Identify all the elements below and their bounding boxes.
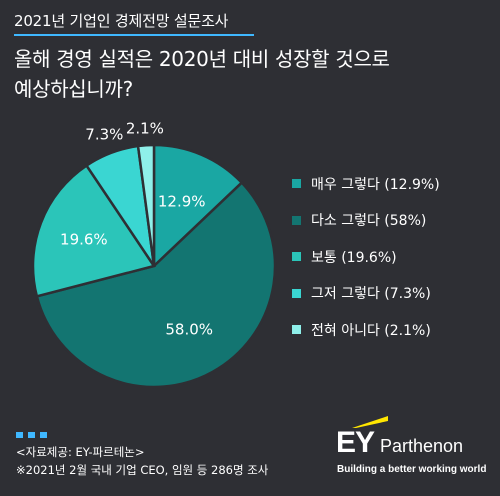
legend-item: 다소 그렇다 (58%) bbox=[292, 207, 492, 234]
legend-swatch bbox=[292, 288, 301, 298]
slice-value-label: 7.3% bbox=[85, 126, 123, 144]
legend-label: 다소 그렇다 (58%) bbox=[311, 213, 427, 229]
pie-slice bbox=[136, 143, 156, 267]
legend-swatch bbox=[292, 252, 301, 261]
legend-item: 전혀 아니다 (2.1%) bbox=[292, 316, 492, 343]
logo-tagline: Building a better working world bbox=[337, 464, 487, 475]
footer-dots bbox=[16, 432, 47, 438]
slice-value-label: 12.9% bbox=[158, 193, 206, 211]
survey-note: ※2021년 2월 국내 기업 CEO, 임원 등 286명 조사 bbox=[16, 463, 269, 477]
legend-label: 매우 그렇다 (12.9%) bbox=[311, 176, 440, 193]
legend-label: 보통 (19.6%) bbox=[311, 249, 397, 266]
legend-swatch bbox=[292, 325, 301, 334]
chart-legend: 매우 그렇다 (12.9%) 다소 그렇다 (58%) 보통 (19.6%) 그… bbox=[292, 170, 492, 353]
logo-mark: EY bbox=[336, 426, 375, 459]
legend-item: 보통 (19.6%) bbox=[292, 243, 492, 270]
legend-swatch bbox=[292, 179, 301, 188]
source-credit: <자료제공: EY-파르테논> bbox=[16, 445, 145, 459]
legend-item: 그저 그렇다 (7.3%) bbox=[292, 280, 492, 307]
slice-value-label: 2.1% bbox=[126, 119, 164, 137]
pie-slice bbox=[31, 163, 157, 298]
pie-slice bbox=[35, 180, 277, 389]
pie-slice bbox=[152, 143, 244, 269]
legend-swatch bbox=[292, 215, 301, 225]
slice-value-label: 19.6% bbox=[60, 230, 108, 248]
question-line-1: 올해 경영 실적은 2020년 대비 성장할 것으로 bbox=[14, 47, 390, 71]
logo-name: Parthenon bbox=[380, 436, 464, 456]
header-title: 2021년 기업인 경제전망 설문조사 bbox=[14, 12, 229, 30]
header-rule bbox=[14, 34, 254, 36]
logo-accent-bar bbox=[352, 416, 388, 428]
legend-label: 그저 그렇다 (7.3%) bbox=[311, 286, 431, 302]
legend-label: 전혀 아니다 (2.1%) bbox=[311, 322, 431, 339]
legend-item: 매우 그렇다 (12.9%) bbox=[292, 170, 492, 197]
question-line-2: 예상하십니까? bbox=[14, 77, 133, 101]
slice-value-label: 58.0% bbox=[165, 320, 213, 338]
question: 올해 경영 실적은 2020년 대비 성장할 것으로 예상하십니까? bbox=[14, 44, 484, 104]
ey-parthenon-logo: EY Parthenon Building a better working w… bbox=[336, 412, 492, 482]
